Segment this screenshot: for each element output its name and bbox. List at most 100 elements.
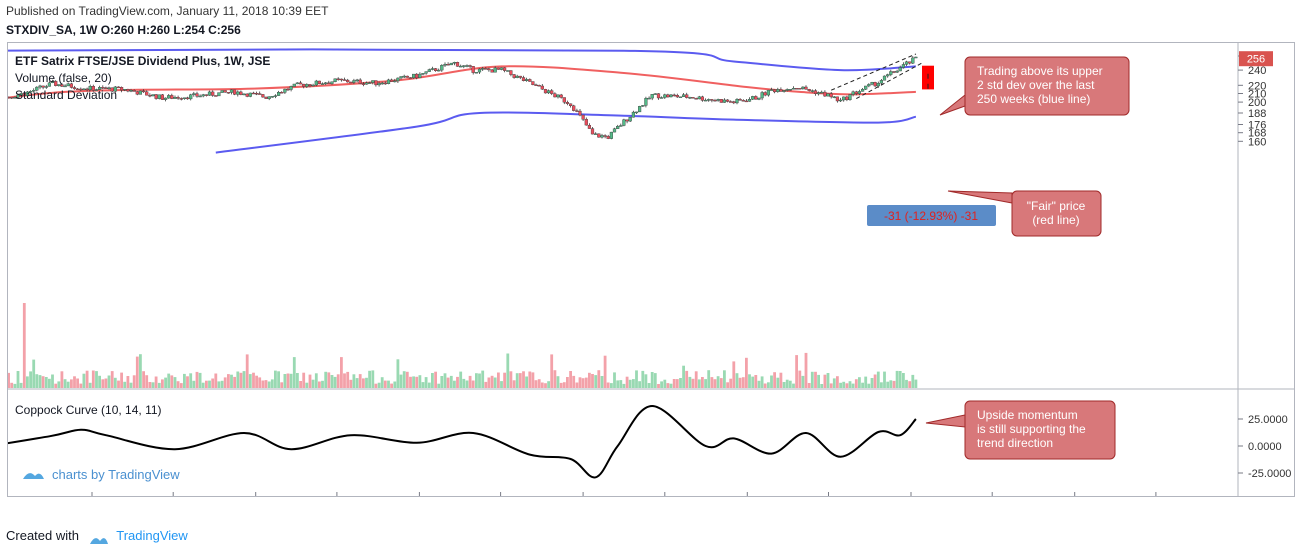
candle xyxy=(371,80,375,83)
volume-bar xyxy=(723,370,726,388)
candle xyxy=(528,79,532,82)
callout-upper-band[interactable]: Trading above its upper 2 std dev over t… xyxy=(939,56,1130,116)
volume-bar xyxy=(876,371,880,388)
candle xyxy=(22,93,26,97)
candle xyxy=(779,89,783,92)
volume-bar xyxy=(427,382,431,388)
volume-bar xyxy=(82,373,86,388)
last-price-text: 256 xyxy=(1247,54,1265,66)
volume-bar xyxy=(478,373,481,388)
candle xyxy=(531,81,535,85)
volume-bar xyxy=(362,378,365,388)
candle xyxy=(85,88,89,91)
volume-bar xyxy=(85,370,89,388)
volume-bar xyxy=(823,374,827,388)
tradingview-watermark: charts by TradingView xyxy=(23,467,180,482)
candle xyxy=(342,79,347,81)
candle xyxy=(562,97,566,103)
candle xyxy=(198,95,202,98)
volume-bar xyxy=(735,373,739,388)
volume-bar xyxy=(898,371,902,388)
measure-tool[interactable]: -31 (-12.93%) -31 xyxy=(867,65,996,226)
candle xyxy=(766,89,770,96)
volume-bar xyxy=(296,373,299,388)
volume-bar xyxy=(713,379,717,388)
candle xyxy=(876,83,880,87)
volume-bar xyxy=(440,376,444,388)
callout-fair-line-2: (red line) xyxy=(1032,213,1079,227)
price-tick-label: 176 xyxy=(1248,120,1266,132)
volume-bar xyxy=(751,376,755,388)
volume-bar xyxy=(418,375,422,388)
candle xyxy=(813,90,818,94)
trend-lower xyxy=(856,62,923,100)
candle xyxy=(440,65,444,71)
candle xyxy=(211,91,215,96)
chart-svg[interactable]: 160168176188200210220240260 25.00000.000… xyxy=(8,43,1294,496)
volume-bar xyxy=(267,381,271,388)
volume-bar xyxy=(537,379,541,388)
candle xyxy=(660,97,664,99)
candle xyxy=(669,94,673,98)
volume-bar xyxy=(51,374,54,388)
candle xyxy=(412,73,416,79)
candle xyxy=(399,76,403,79)
candle xyxy=(612,128,617,133)
candle xyxy=(738,99,742,101)
candle xyxy=(443,64,447,66)
candle xyxy=(543,89,548,94)
volume-bar xyxy=(773,372,776,388)
volume-bar xyxy=(383,380,387,388)
volume-bar xyxy=(594,375,598,388)
candle xyxy=(245,93,249,97)
volume-bar xyxy=(16,371,20,388)
candle xyxy=(160,94,164,100)
candle xyxy=(901,64,905,68)
volume-bar xyxy=(236,371,240,388)
candle xyxy=(704,99,708,102)
volume-bar xyxy=(531,372,535,388)
callout-fair-price[interactable]: "Fair" price (red line) xyxy=(947,190,1102,237)
candle xyxy=(678,96,683,98)
mean-250w-line xyxy=(8,65,916,99)
candle xyxy=(487,68,491,71)
candle xyxy=(474,72,478,74)
volume-bar xyxy=(738,377,742,388)
candle xyxy=(355,79,359,82)
candle xyxy=(361,83,365,85)
volume-bar xyxy=(697,379,701,388)
volume-bar xyxy=(836,376,839,388)
candle xyxy=(415,73,419,79)
candle xyxy=(336,78,340,80)
volume-bar xyxy=(851,383,855,388)
volume-bar xyxy=(302,372,306,388)
candle xyxy=(261,94,265,98)
volume-bar xyxy=(117,380,120,388)
callout-momentum-line-1: Upside momentum xyxy=(977,408,1078,422)
candle xyxy=(879,80,883,84)
volume-bar xyxy=(748,374,751,388)
candle xyxy=(368,82,372,84)
volume-bar xyxy=(340,357,343,388)
footer-brand-link[interactable]: TradingView xyxy=(116,528,188,543)
callout-upper-line-1: Trading above its upper xyxy=(977,64,1103,78)
candle xyxy=(35,86,39,91)
chart-frame[interactable]: 160168176188200210220240260 25.00000.000… xyxy=(7,42,1295,497)
candle xyxy=(126,89,130,92)
volume-bar xyxy=(374,383,378,388)
volume-bar xyxy=(126,376,130,388)
volume-bar xyxy=(214,373,218,388)
callout-momentum[interactable]: Upside momentum is still supporting the … xyxy=(925,400,1116,460)
volume-bar xyxy=(666,383,670,388)
candle xyxy=(638,106,642,113)
candle xyxy=(656,93,661,99)
price-tick-label: 220 xyxy=(1248,80,1266,92)
candle xyxy=(207,91,212,96)
coppock-title: Coppock Curve (10, 14, 11) xyxy=(15,403,162,417)
volume-bar xyxy=(826,373,830,388)
candle xyxy=(769,89,774,91)
candle xyxy=(151,94,155,97)
volume-bar xyxy=(173,377,177,388)
candle xyxy=(481,68,485,70)
volume-bar xyxy=(622,383,626,388)
